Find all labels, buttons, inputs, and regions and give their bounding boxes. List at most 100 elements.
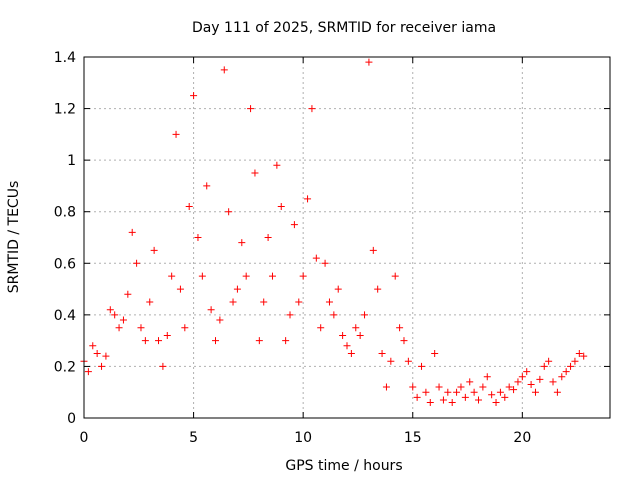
data-points (80, 58, 588, 407)
data-point (84, 368, 92, 376)
chart-title: Day 111 of 2025, SRMTID for receiver iam… (192, 20, 496, 36)
data-point (448, 399, 456, 407)
data-point (308, 105, 316, 113)
data-point (255, 337, 263, 345)
data-point (264, 234, 272, 241)
x-tick-label: 20 (513, 430, 531, 446)
axis-ticks: 0 0.2 0.4 0.6 0.8 1 1.2 1.4 0 5 10 15 20 (54, 50, 610, 446)
data-point (457, 383, 465, 391)
data-point (369, 246, 377, 254)
data-point (439, 396, 447, 404)
data-point (562, 368, 570, 376)
data-point (106, 306, 114, 314)
data-point (413, 393, 421, 401)
data-point (536, 375, 544, 383)
data-point (549, 378, 557, 386)
data-point (431, 350, 439, 358)
data-point (146, 298, 154, 306)
data-point (483, 373, 491, 381)
data-point (176, 285, 184, 293)
x-tick-label: 5 (189, 430, 198, 446)
data-point (207, 306, 215, 314)
data-point (330, 311, 338, 319)
data-point (501, 393, 509, 401)
data-point (194, 234, 202, 241)
data-point (111, 311, 119, 319)
data-point (317, 324, 325, 332)
data-point (479, 383, 487, 391)
data-point (422, 388, 430, 396)
data-point (119, 316, 127, 324)
data-point (168, 272, 176, 280)
data-point (325, 298, 333, 306)
data-point (137, 324, 145, 332)
data-point (115, 324, 123, 332)
data-point (356, 331, 364, 339)
data-point (282, 337, 290, 345)
data-point (444, 388, 452, 396)
data-point (339, 331, 347, 339)
data-point (453, 388, 461, 396)
data-point (492, 399, 500, 407)
data-point (527, 380, 535, 388)
y-tick-label: 1.2 (54, 102, 76, 118)
data-point (435, 383, 443, 391)
data-point (475, 396, 482, 404)
data-point (374, 285, 382, 293)
data-point (343, 342, 351, 350)
data-point (89, 342, 97, 350)
plot-frame (83, 56, 611, 419)
data-point (203, 182, 211, 190)
data-point (558, 373, 566, 381)
data-point (378, 350, 386, 358)
y-tick-label: 0.2 (54, 359, 76, 375)
data-point (418, 362, 426, 370)
data-point (233, 285, 241, 293)
data-point (150, 246, 158, 254)
data-point (102, 352, 110, 360)
data-point (128, 228, 136, 236)
data-point (260, 298, 268, 306)
data-point (98, 362, 106, 370)
data-point (488, 391, 496, 399)
data-point (190, 92, 198, 100)
data-point (523, 368, 531, 376)
data-point (181, 324, 189, 332)
data-point (580, 352, 588, 360)
data-point (461, 393, 469, 401)
data-point (404, 357, 412, 365)
data-point (93, 350, 101, 358)
y-tick-label: 1 (67, 153, 76, 169)
data-point (567, 362, 575, 370)
data-point (286, 311, 294, 319)
y-tick-label: 0 (67, 411, 76, 427)
data-point (295, 298, 303, 306)
data-point (409, 383, 417, 391)
data-point (141, 337, 149, 345)
y-tick-label: 0.8 (54, 205, 76, 221)
data-point (518, 373, 526, 381)
data-point (133, 259, 141, 267)
data-point (396, 324, 404, 332)
data-point (216, 316, 224, 324)
data-point (391, 272, 399, 280)
data-point (290, 221, 298, 229)
data-point (124, 290, 132, 298)
grid (84, 57, 610, 418)
data-point (545, 357, 553, 365)
data-point (268, 272, 276, 280)
data-point (334, 285, 342, 293)
data-point (426, 399, 434, 407)
data-point (163, 331, 171, 339)
data-point (247, 105, 255, 113)
data-point (172, 130, 180, 138)
data-point (361, 311, 369, 319)
data-point (347, 350, 355, 358)
y-axis-label: SRMTID / TECUs (6, 181, 22, 294)
data-point (185, 203, 193, 211)
data-point (312, 254, 320, 262)
data-point (514, 378, 522, 386)
x-tick-label: 15 (404, 430, 422, 446)
data-point (225, 208, 233, 216)
